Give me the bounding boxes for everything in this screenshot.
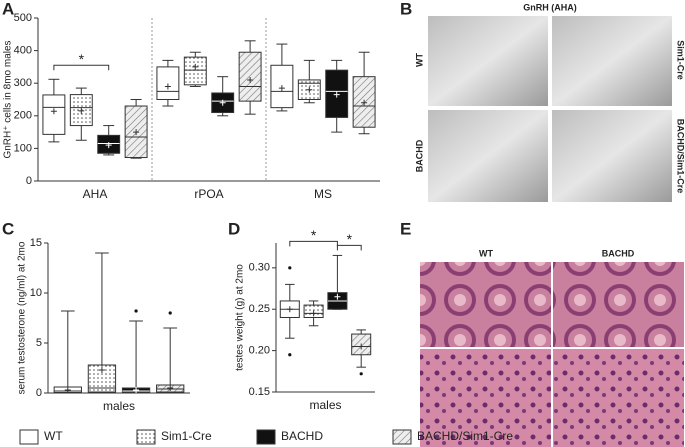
y-axis-label: GnRH⁺ cells in 8mo males [3,40,14,158]
x-tick-label: males [103,399,135,413]
mean-marker [105,142,112,149]
y-tick-label: 0.15 [249,386,270,398]
histology [553,349,684,447]
mean-marker [64,387,71,393]
panel-label: A [2,0,14,18]
y-tick-label: 100 [14,142,32,154]
legend-swatch [256,429,276,445]
panel-label: D [228,219,240,238]
mean-marker [306,86,313,93]
outlier [168,311,172,315]
mean-marker [361,99,368,106]
box [42,94,66,135]
y-tick-label: 15 [30,237,42,249]
micrograph [428,16,548,106]
y-tick-label: 0 [26,175,32,187]
image-label: WT [414,53,424,67]
y-tick-label: 400 [14,45,32,57]
mean-marker [192,63,199,70]
legend-label: BACHD [281,429,323,443]
mean-marker [219,99,226,106]
mean-marker [78,107,85,114]
significance-bracket [336,244,362,251]
image-label: BACHD/Sim1-Cre [676,119,685,194]
panel-label: E [400,219,411,238]
x-tick-label: rPOA [194,187,223,201]
micrograph [552,16,672,106]
legend-label: BACHD/Sim1-Cre [417,429,513,443]
histology [420,262,551,347]
mean-marker [247,76,254,83]
mean-marker [310,310,317,317]
mean-marker [98,367,105,373]
significance-bracket [289,240,338,247]
image-label: BACHD [602,248,635,258]
micrograph [552,110,672,202]
mean-marker [167,385,174,391]
mean-marker [278,85,285,92]
y-tick-label: 300 [14,77,32,89]
legend-label: Sim1-Cre [161,429,212,443]
mean-marker [133,387,140,393]
histology [420,349,551,447]
image-label: BACHD [414,139,424,172]
y-tick-label: 5 [36,337,42,349]
y-tick-label: 0.25 [249,303,270,315]
box [183,56,207,86]
significance-bracket [53,64,110,71]
y-tick-label: 200 [14,110,32,122]
x-tick-label: AHA [83,187,108,201]
image-title: GnRH (AHA) [523,2,577,12]
legend-label: WT [44,429,63,443]
y-tick-label: 500 [14,12,32,24]
y-tick-label: 0.20 [249,345,270,357]
significance-star: * [79,51,85,67]
y-axis-label: serum testosterone (ng/ml) at 2mo [17,241,28,394]
outlier [359,372,363,376]
mean-marker [358,343,365,350]
y-axis-label: testes weight (g) at 2mo [235,264,246,371]
mean-marker [133,129,140,136]
panel-label: C [2,219,14,238]
x-tick-label: MS [314,187,332,201]
legend-swatch [19,429,39,445]
significance-star: * [311,227,317,243]
mean-marker [286,306,293,313]
histology [553,262,684,347]
legend-swatch [136,429,156,445]
y-tick-label: 0.30 [249,262,270,274]
mean-marker [164,83,171,90]
y-tick-label: 10 [30,287,42,299]
micrograph [428,110,548,202]
mean-marker [333,91,340,98]
image-label: WT [479,248,493,258]
outlier [288,266,292,270]
significance-star: * [347,231,353,247]
panel-label: B [400,0,412,18]
y-tick-label: 0 [36,387,42,399]
mean-marker [334,293,341,300]
x-tick-label: males [309,398,341,412]
legend-swatch [392,429,412,445]
box [156,66,180,100]
image-label: Sim1-Cre [676,40,685,80]
box [238,51,262,102]
mean-marker [50,108,57,115]
outlier [288,353,292,357]
outlier [134,309,138,313]
